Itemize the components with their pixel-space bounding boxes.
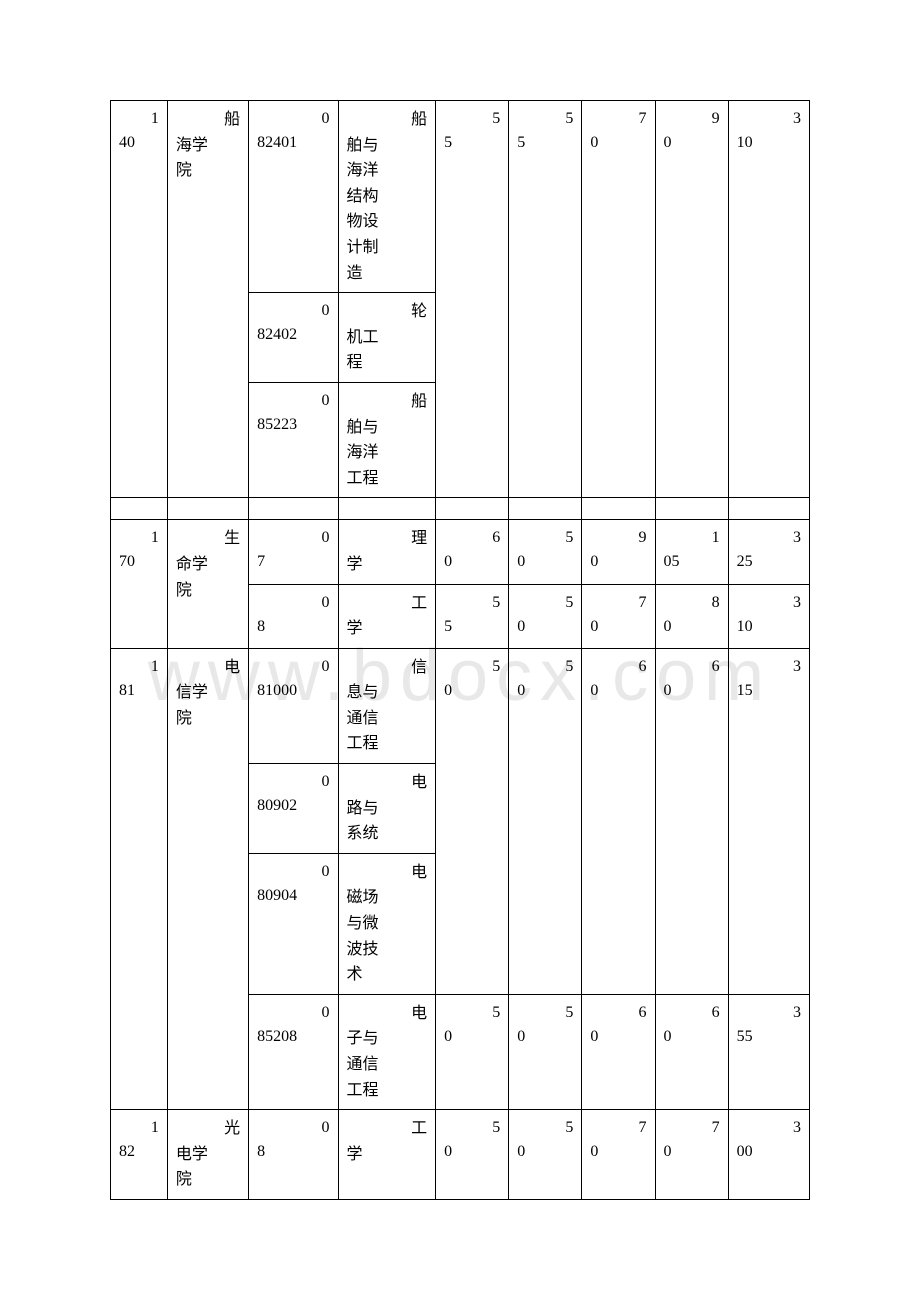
cell-code: 0 8 [257, 1116, 329, 1164]
cell-major: 工学 [347, 591, 428, 642]
cell-code: 0 81000 [257, 655, 329, 703]
cell-c7: 70 [590, 1116, 646, 1164]
cell-c5: 50 [444, 1116, 500, 1164]
cell-c9: 300 [737, 1116, 801, 1164]
cell-c5: 5 5 [444, 107, 500, 155]
cell-major: 船舶与海洋工程 [347, 389, 428, 491]
cell-c6: 50 [517, 655, 573, 703]
table-row: 1 70 生命学院 0 7 理学 60 50 90 105 325 [111, 520, 810, 584]
cell-major: 信息与通信工程 [347, 655, 428, 757]
cell-c6: 50 [517, 526, 573, 574]
cell-dept: 船 海学 院 [176, 107, 240, 184]
cell-c7: 90 [590, 526, 646, 574]
cell-c6: 50 [517, 1001, 573, 1049]
cell-major: 船舶与海洋结构物设计制造 [347, 107, 428, 286]
cell-c8: 60 [664, 655, 720, 703]
cell-major: 理学 [347, 526, 428, 577]
table-row: 1 81 电信学院 0 81000 信息与通信工程 50 50 60 60 31… [111, 648, 810, 763]
cell-id: 1 70 [119, 526, 159, 574]
cell-c5: 60 [444, 526, 500, 574]
cell-code: 0 8 [257, 591, 329, 639]
cell-major: 轮机工程 [347, 299, 428, 376]
cell-major: 电磁场与微波技术 [347, 860, 428, 988]
cell-id: 1 40 [119, 107, 159, 155]
cell-c7: 60 [590, 1001, 646, 1049]
cell-c7: 70 [590, 591, 646, 639]
cell-dept: 光电学院 [176, 1116, 240, 1193]
cell-dept: 电信学院 [176, 655, 240, 732]
cell-c6: 50 [517, 591, 573, 639]
cell-major: 电路与系统 [347, 770, 428, 847]
cell-code: 0 85223 [257, 389, 329, 437]
data-table: 1 40 船 海学 院 0 82401 船舶与海洋结构物设计制造 5 [110, 100, 810, 1200]
cell-c6: 50 [517, 1116, 573, 1164]
cell-id: 1 82 [119, 1116, 159, 1164]
cell-c8: 60 [664, 1001, 720, 1049]
cell-code: 0 82401 [257, 107, 329, 155]
cell-c8: 9 0 [664, 107, 720, 155]
cell-c9: 315 [737, 655, 801, 703]
cell-code: 0 7 [257, 526, 329, 574]
cell-dept: 生命学院 [176, 526, 240, 603]
table-row [111, 498, 810, 520]
cell-c8: 105 [664, 526, 720, 574]
cell-c5: 50 [444, 1001, 500, 1049]
cell-code: 0 85208 [257, 1001, 329, 1049]
cell-major: 工学 [347, 1116, 428, 1167]
cell-code: 0 80904 [257, 860, 329, 908]
cell-c9: 3 10 [737, 107, 801, 155]
cell-c9: 355 [737, 1001, 801, 1049]
cell-id: 1 81 [119, 655, 159, 703]
cell-c9: 325 [737, 526, 801, 574]
cell-major: 电子与通信工程 [347, 1001, 428, 1103]
cell-c6: 5 5 [517, 107, 573, 155]
cell-c5: 50 [444, 655, 500, 703]
cell-code: 0 82402 [257, 299, 329, 347]
table-row: 1 82 光电学院 0 8 工学 50 50 70 70 300 [111, 1110, 810, 1200]
cell-code: 0 80902 [257, 770, 329, 818]
cell-c8: 70 [664, 1116, 720, 1164]
cell-c7: 60 [590, 655, 646, 703]
cell-c7: 7 0 [590, 107, 646, 155]
cell-c8: 80 [664, 591, 720, 639]
cell-c9: 310 [737, 591, 801, 639]
table-row: 1 40 船 海学 院 0 82401 船舶与海洋结构物设计制造 5 [111, 101, 810, 293]
cell-c5: 55 [444, 591, 500, 639]
